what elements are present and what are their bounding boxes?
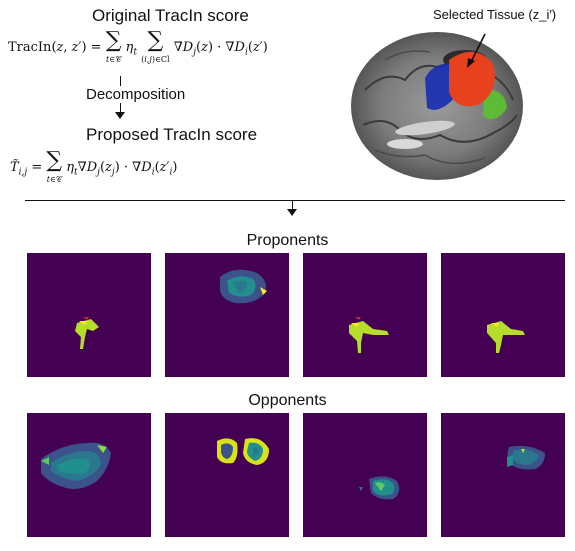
proponent-panel-1 bbox=[27, 253, 151, 377]
original-tracin-formula: TracIn(z, z′) = ∑ t∈𝒞 ηt ∑ (i,j)∈Cl ∇Dj(z)… bbox=[8, 28, 268, 64]
decomposition-arrow-head bbox=[115, 112, 125, 119]
proposed-tracin-formula: T̃i,j = ∑ t∈𝒞 ηt∇Dj(zj) · ∇Di(z′i) bbox=[10, 148, 178, 184]
opponent-panel-3 bbox=[303, 413, 427, 537]
proponents-title: Proponents bbox=[246, 232, 329, 249]
divider-arrow-head bbox=[287, 209, 297, 216]
segment-green bbox=[483, 89, 507, 120]
selected-tissue-label: Selected Tissue (z_i′) bbox=[433, 7, 557, 22]
proposed-tracin-title: Proposed TracIn score bbox=[86, 125, 258, 144]
opponent-panel-4 bbox=[441, 413, 565, 537]
segment-red bbox=[449, 51, 495, 107]
decomposition-label: Decomposition bbox=[86, 86, 186, 103]
opponent-panel-1 bbox=[27, 413, 151, 537]
proponent-panel-3 bbox=[303, 253, 427, 377]
brain-mri-image bbox=[345, 20, 525, 190]
divider-arrow-line bbox=[292, 201, 293, 211]
opponents-title: Opponents bbox=[248, 392, 327, 409]
original-tracin-title: Original TracIn score bbox=[92, 6, 249, 25]
proponent-panel-4 bbox=[441, 253, 565, 377]
section-divider bbox=[25, 200, 565, 201]
proponent-panel-2 bbox=[165, 253, 289, 377]
opponent-panel-2 bbox=[165, 413, 289, 537]
